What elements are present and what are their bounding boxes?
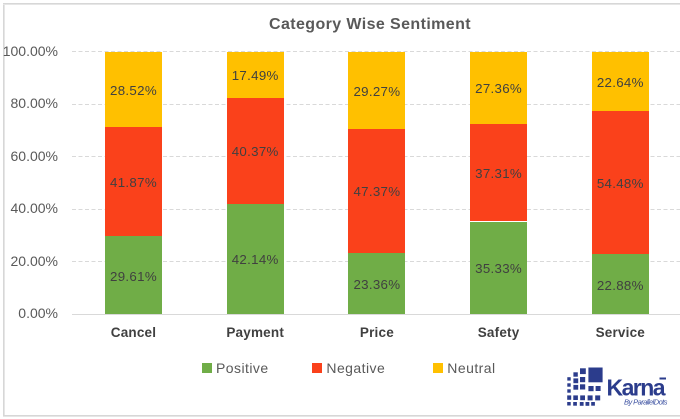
svg-text:By ParallelDots: By ParallelDots xyxy=(624,398,668,407)
svg-text:Karna: Karna xyxy=(607,375,666,401)
